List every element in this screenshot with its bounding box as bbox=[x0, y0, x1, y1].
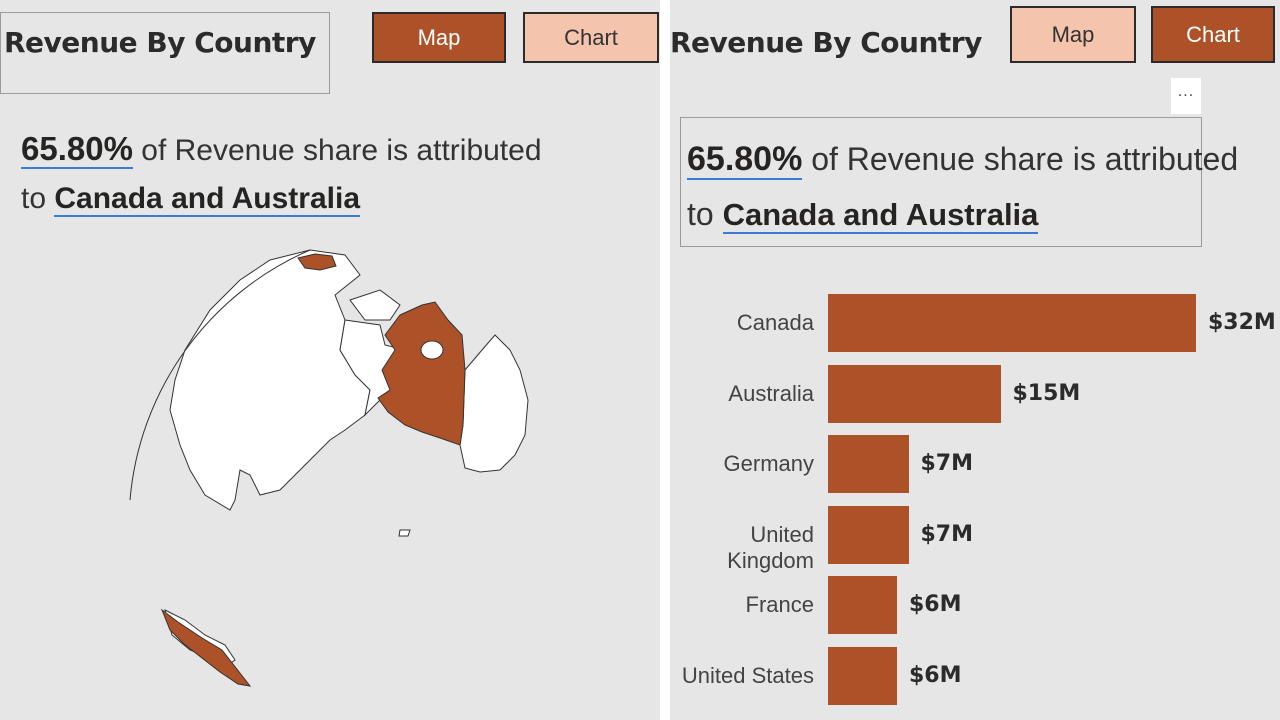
bar-category-label: United States bbox=[681, 662, 814, 688]
bar-value-label: $15M bbox=[1012, 380, 1081, 406]
bar-value-label: $6M bbox=[909, 592, 962, 617]
kpi-headline: 65.80% of Revenue share is attributed to… bbox=[21, 125, 542, 223]
bar-value-label: $7M bbox=[920, 451, 974, 476]
headline-to: to bbox=[21, 182, 55, 215]
small-island bbox=[398, 529, 411, 537]
bar-united-kingdom[interactable] bbox=[828, 505, 909, 564]
bar-category-label: Australia bbox=[728, 380, 814, 406]
top-countries: Canada and Australia bbox=[54, 182, 360, 217]
revenue-share-percent: 65.80% bbox=[687, 140, 803, 180]
north-america-white bbox=[459, 334, 529, 473]
eurasia-landmass bbox=[169, 249, 371, 511]
more-options-button[interactable]: ··· bbox=[1171, 78, 1201, 114]
map-button[interactable]: Map bbox=[1010, 6, 1136, 63]
top-countries: Canada and Australia bbox=[722, 197, 1039, 234]
page-title: Revenue By Country bbox=[4, 26, 316, 59]
title-box bbox=[0, 12, 330, 94]
bar-australia[interactable] bbox=[828, 364, 1001, 423]
bar-category-label: Canada bbox=[736, 310, 814, 335]
kpi-headline: 65.80% of Revenue share is attributed to… bbox=[687, 132, 1238, 242]
globe-outline bbox=[129, 249, 311, 501]
page-title: Revenue By Country bbox=[670, 26, 982, 59]
bar-canada[interactable] bbox=[828, 294, 1196, 352]
bar-value-label: $6M bbox=[909, 662, 962, 688]
bar-category-label: Germany bbox=[723, 451, 814, 476]
bar-france[interactable] bbox=[828, 576, 897, 634]
chart-view-panel: Revenue By Country Map Chart ··· 65.80% … bbox=[670, 0, 1280, 720]
hudson-bay bbox=[420, 340, 444, 360]
headline-text: of Revenue share is attributed bbox=[802, 141, 1239, 177]
australia-highlight bbox=[160, 608, 252, 687]
bar-category-label: United Kingdom bbox=[727, 521, 814, 573]
kpi-card bbox=[680, 117, 1202, 247]
chart-button[interactable]: Chart bbox=[523, 12, 659, 63]
map-button[interactable]: Map bbox=[372, 12, 506, 63]
canada-highlight bbox=[377, 301, 466, 446]
headline-to: to bbox=[687, 196, 723, 232]
arctic-island bbox=[349, 289, 401, 321]
bar-united-states[interactable] bbox=[828, 646, 897, 705]
bar-category-label: France bbox=[745, 592, 814, 617]
headline-text: of Revenue share is attributed bbox=[132, 134, 542, 167]
globe-map[interactable] bbox=[110, 240, 550, 710]
revenue-share-percent: 65.80% bbox=[21, 130, 133, 169]
chart-button[interactable]: Chart bbox=[1151, 6, 1275, 63]
bar-value-label: $7M bbox=[920, 521, 974, 547]
map-view-panel: Revenue By Country Map Chart 65.80% of R… bbox=[0, 0, 660, 720]
canada-north-island bbox=[297, 253, 337, 271]
bar-germany[interactable] bbox=[828, 435, 909, 493]
bar-value-label: $32M bbox=[1208, 310, 1276, 335]
